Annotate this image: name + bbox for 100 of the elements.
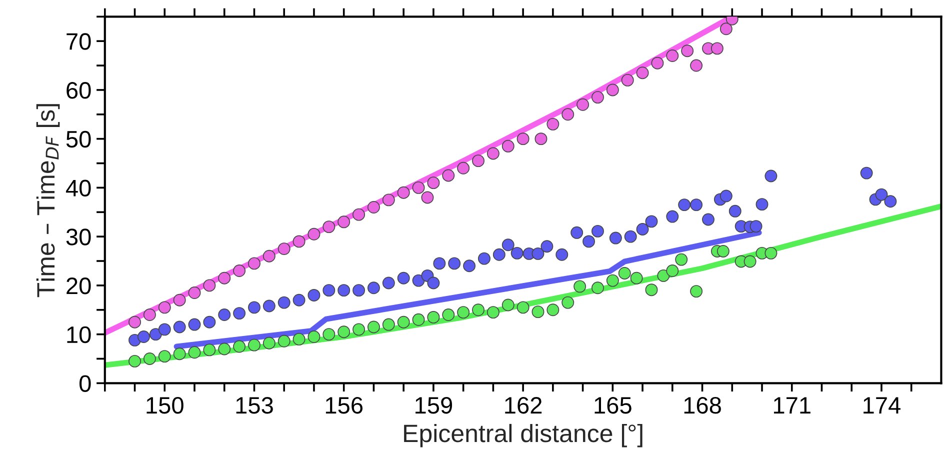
point [457, 306, 470, 319]
point [516, 301, 530, 314]
y-tick-label: 20 [66, 278, 91, 294]
point [884, 195, 897, 208]
point [502, 140, 514, 152]
y-tick-label: 60 [66, 82, 91, 99]
point [292, 235, 306, 248]
point [574, 280, 586, 293]
point [592, 282, 604, 294]
point [427, 276, 440, 290]
point [128, 354, 141, 368]
point [540, 240, 554, 253]
point [486, 147, 500, 160]
point [248, 257, 260, 270]
point [546, 304, 560, 316]
point [382, 276, 395, 290]
point [702, 213, 714, 226]
point [478, 252, 490, 265]
point [397, 272, 410, 284]
point [338, 216, 350, 228]
point [570, 226, 584, 239]
point [651, 56, 664, 70]
point [262, 300, 276, 312]
point [510, 246, 524, 260]
point [442, 169, 455, 182]
point [173, 320, 186, 334]
y-tick-label: 40 [66, 180, 91, 196]
point [233, 307, 246, 320]
point [728, 204, 742, 218]
point [636, 66, 649, 80]
point [308, 330, 320, 343]
point [666, 50, 679, 62]
y-tick-label: 30 [66, 228, 91, 246]
point [756, 198, 768, 211]
point [412, 274, 425, 287]
point [744, 255, 756, 268]
point [158, 350, 171, 363]
point [137, 330, 150, 343]
point [143, 352, 156, 365]
point [606, 84, 619, 96]
point [278, 334, 290, 348]
point [427, 310, 440, 324]
point [233, 264, 246, 278]
x-tick-label: 174 [864, 397, 900, 414]
point [492, 248, 506, 261]
point [645, 284, 658, 296]
x-tick-label: 165 [594, 397, 632, 414]
point [502, 238, 514, 252]
point [338, 284, 350, 297]
point [546, 118, 560, 130]
point [463, 260, 476, 272]
point [562, 296, 574, 309]
point [720, 22, 732, 36]
point [203, 344, 216, 356]
point [532, 247, 544, 260]
point [143, 308, 156, 321]
point [262, 250, 276, 262]
y-tick-label: 70 [66, 33, 91, 50]
point [678, 198, 691, 212]
point [502, 298, 514, 312]
y-axis-title: Time – Time$_{DF}$ [s] [36, 104, 60, 298]
point [666, 264, 679, 278]
y-tick-label: 10 [67, 326, 91, 344]
point [690, 59, 703, 72]
point [532, 306, 544, 318]
point [592, 224, 604, 238]
x-tick-label: 159 [416, 397, 452, 414]
point [397, 186, 410, 199]
point [412, 313, 425, 326]
point [188, 286, 201, 299]
point [690, 285, 703, 298]
point [516, 132, 530, 146]
point [352, 208, 366, 221]
point [278, 242, 290, 256]
point [624, 230, 637, 243]
point [710, 42, 724, 55]
point [412, 181, 425, 194]
point [367, 282, 380, 294]
point [720, 190, 732, 202]
point [875, 188, 888, 201]
point [764, 170, 778, 182]
point [630, 272, 643, 284]
point [621, 74, 634, 86]
point [367, 201, 380, 214]
point [472, 154, 484, 168]
point [322, 284, 336, 297]
point [203, 316, 216, 328]
x-tick-label: 153 [236, 397, 273, 414]
point [262, 336, 276, 350]
point [367, 320, 380, 334]
point [556, 248, 568, 261]
point [149, 328, 162, 341]
point [433, 257, 446, 270]
point [382, 318, 395, 331]
point [764, 246, 778, 260]
point [457, 162, 470, 174]
x-tick-label: 171 [774, 397, 810, 414]
point [338, 326, 350, 338]
point [218, 272, 231, 284]
point [666, 210, 679, 223]
